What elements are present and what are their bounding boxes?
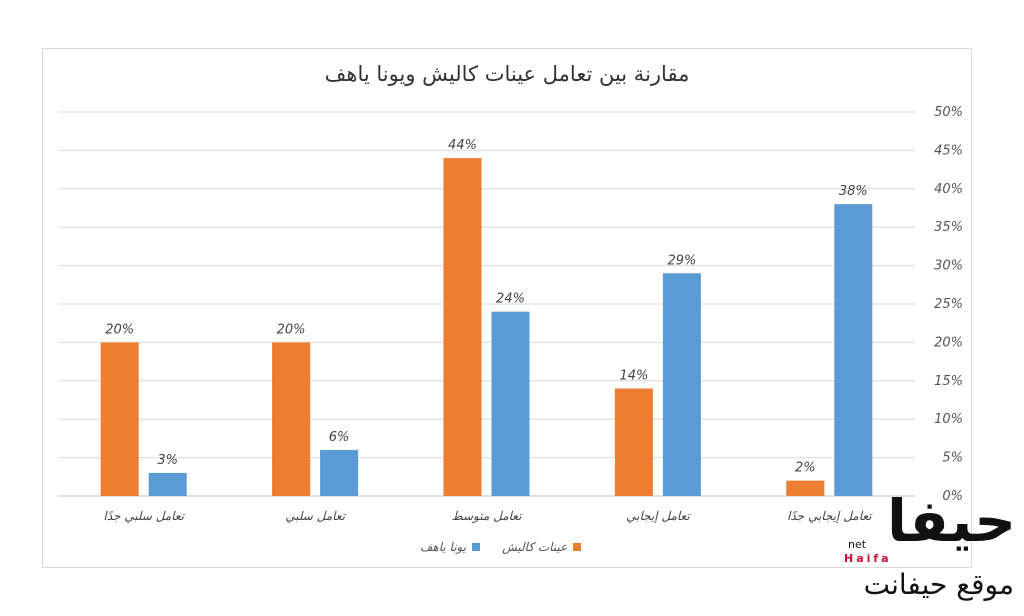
data-label: 14% (619, 368, 648, 383)
bar (786, 480, 825, 496)
y-tick-label: 5% (942, 451, 963, 466)
x-category-label: تعامل متوسط (452, 509, 523, 523)
bar (834, 204, 873, 496)
bar (320, 449, 359, 496)
legend-label-kalish: عينات كاليش (502, 540, 568, 554)
bar (662, 273, 701, 496)
y-tick-label: 40% (934, 182, 963, 197)
bar (272, 342, 311, 496)
chart-legend: عينات كاليش يونا ياهف (420, 540, 582, 554)
legend-swatch-yahaf (472, 543, 481, 551)
x-category-label: تعامل إيجابي (626, 509, 691, 523)
data-label: 44% (448, 138, 477, 153)
data-label: 29% (667, 253, 696, 268)
bar (100, 342, 139, 496)
legend-item-yahaf: يونا ياهف (420, 540, 481, 554)
chart-title: مقارنة بين تعامل عينات كاليش ويونا ياهف (324, 62, 690, 86)
legend-label-yahaf: يونا ياهف (420, 540, 467, 554)
haifanet-logo: حيفا net Haifa موقع حيفانت (830, 488, 1020, 612)
x-category-label: تعامل سلبي جدًا (103, 509, 185, 523)
bar (491, 311, 530, 496)
y-tick-label: 20% (934, 335, 963, 350)
data-label: 2% (795, 461, 816, 476)
y-tick-label: 30% (934, 259, 963, 274)
y-tick-label: 10% (934, 412, 963, 427)
logo-subtitle: موقع حيفانت (863, 568, 1014, 601)
bar (443, 158, 482, 496)
bar (614, 388, 653, 496)
y-tick-label: 45% (934, 143, 963, 158)
data-label: 20% (277, 322, 306, 337)
bar (148, 472, 187, 496)
y-tick-label: 25% (934, 297, 963, 312)
logo-latin: Haifa (844, 552, 892, 565)
data-label: 24% (496, 292, 525, 307)
legend-swatch-kalish (573, 543, 582, 551)
y-tick-label: 0% (942, 489, 963, 504)
x-category-label: تعامل سلبي (285, 509, 346, 523)
data-label: 6% (329, 430, 350, 445)
y-tick-label: 50% (934, 105, 963, 120)
y-tick-label: 35% (934, 220, 963, 235)
logo-mark: حيفا (887, 487, 1016, 555)
x-category-label: تعامل إيجابي جدًا (787, 509, 873, 523)
data-label: 3% (157, 453, 178, 468)
legend-item-kalish: عينات كاليش (502, 540, 582, 554)
logo-net: net (848, 538, 867, 551)
data-label: 20% (105, 322, 134, 337)
data-label: 38% (839, 184, 868, 199)
y-tick-label: 15% (934, 374, 963, 389)
